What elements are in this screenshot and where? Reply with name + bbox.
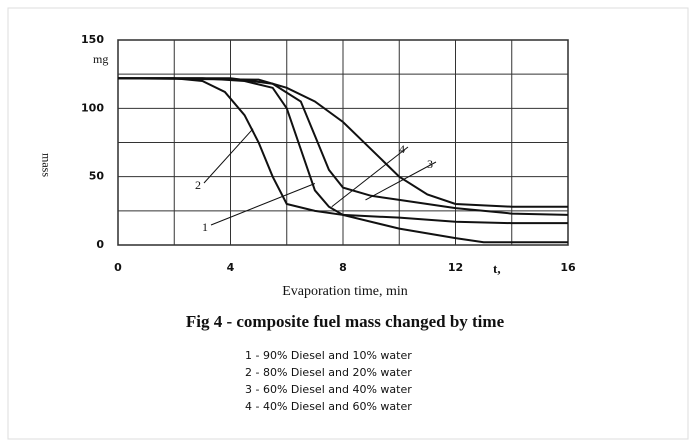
x-tick-label: 16	[560, 261, 576, 274]
x-tick-label: 4	[227, 261, 235, 274]
x-tick-label: 8	[339, 261, 347, 274]
leader-line	[203, 128, 254, 184]
legend-entry: 2 - 80% Diesel and 20% water	[245, 366, 412, 379]
y-tick-label: 100	[81, 101, 104, 114]
x-unit: t,	[493, 261, 501, 276]
annotation: 3	[427, 157, 433, 171]
line-series	[117, 77, 568, 208]
chart-title: Fig 4 - composite fuel mass changed by t…	[186, 312, 505, 331]
leader-line	[331, 146, 409, 208]
y-tick-label: 0	[96, 238, 104, 251]
line-series	[118, 77, 569, 216]
annotation: 1	[202, 220, 208, 234]
line-series	[118, 77, 568, 225]
legend-entry: 4 - 40% Diesel and 60% water	[245, 400, 412, 413]
y-unit: mg	[93, 52, 108, 66]
y-axis-label: mass	[39, 153, 53, 177]
y-tick-label: 150	[81, 33, 104, 46]
leader-line	[365, 161, 437, 201]
annotation: 4	[399, 142, 405, 156]
leader-line	[210, 183, 316, 226]
legend-entry: 3 - 60% Diesel and 40% water	[245, 383, 412, 396]
y-tick-label: 50	[89, 170, 105, 183]
frame	[7, 7, 689, 440]
x-axis-label: Evaporation time, min	[282, 284, 408, 299]
x-tick-label: 0	[114, 261, 122, 274]
x-tick-label: 12	[448, 261, 463, 274]
annotation: 2	[195, 178, 201, 192]
legend-entry: 1 - 90% Diesel and 10% water	[245, 349, 412, 362]
